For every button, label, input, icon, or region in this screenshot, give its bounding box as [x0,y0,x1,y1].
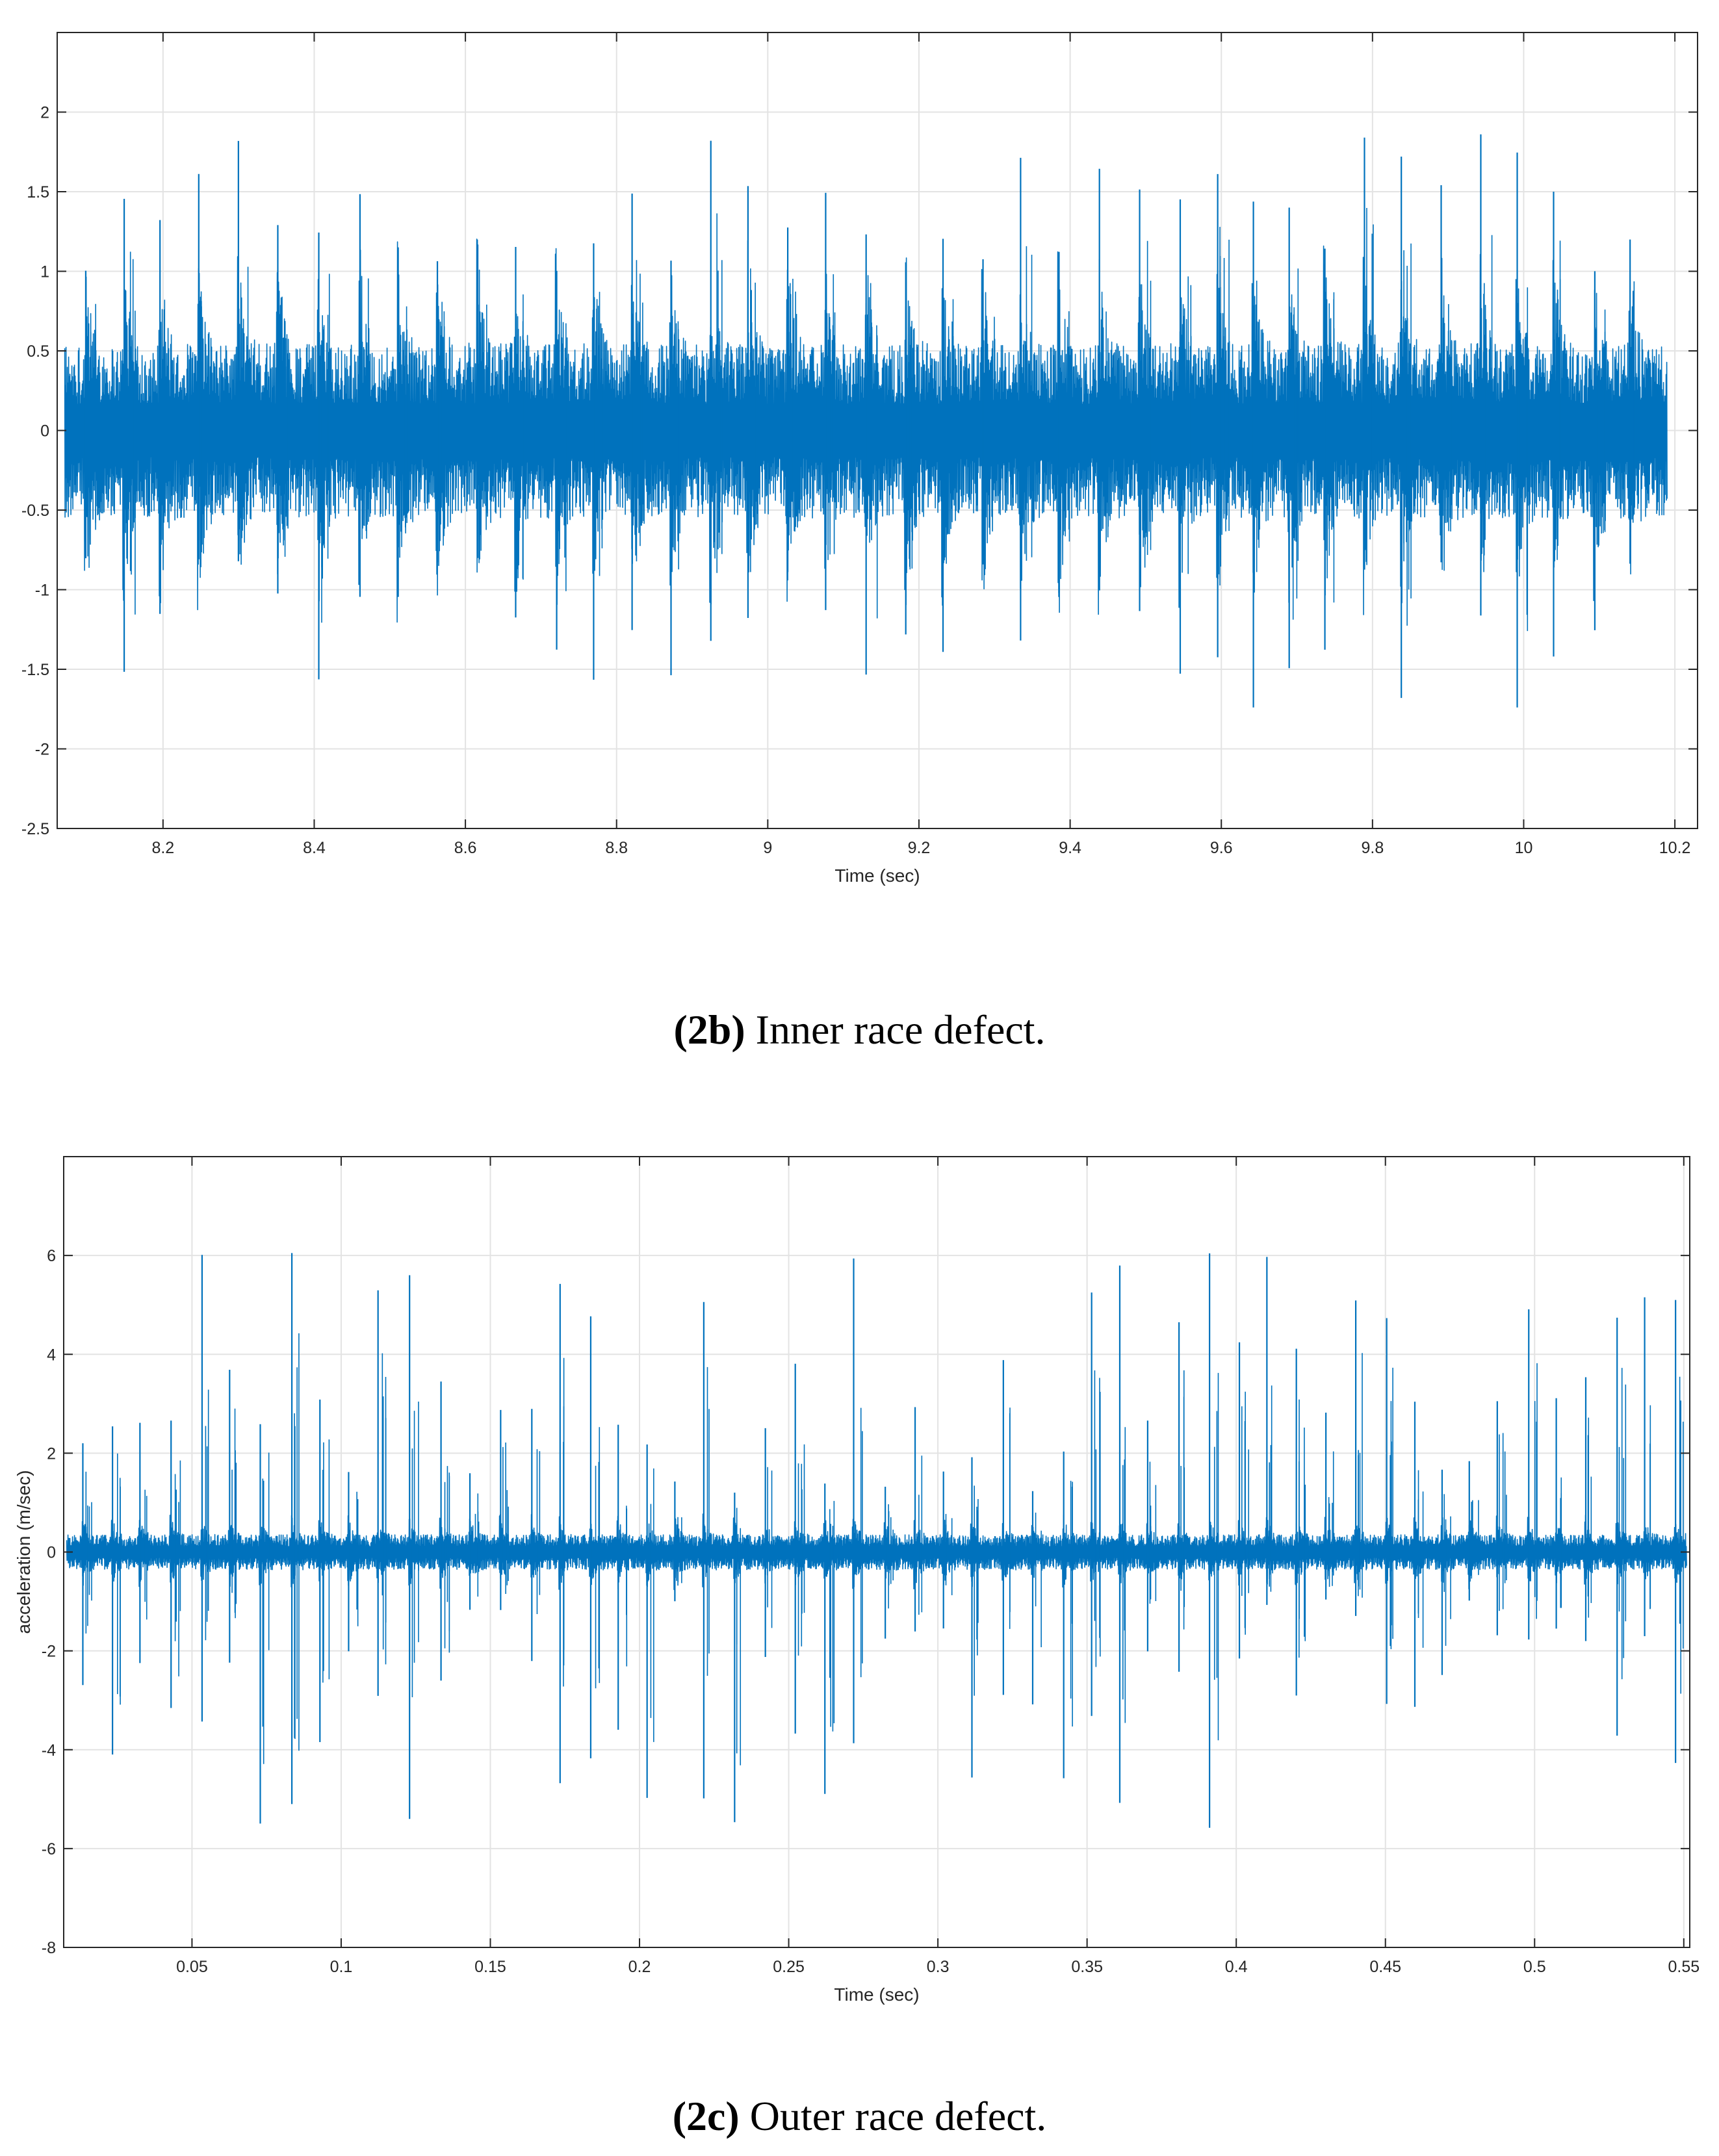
y-tick-label: -8 [42,1939,56,1957]
impulse-spikes [82,1253,1684,1828]
x-tick-label: 0.5 [1523,1958,1546,1976]
x-tick-label: 10.2 [1659,839,1691,857]
chart-inner-race: 8.2 8.4 8.6 8.8 9 9.2 9.4 9.6 9.8 10 10.2 -2.5 -2 -1.… [0,0,1719,897]
x-axis-label: Time (sec) [834,1984,919,2005]
y-tick-label: -2 [35,741,49,759]
y-tick-label: 0 [47,1544,56,1562]
x-tick-label: 9.4 [1059,839,1081,857]
y-tick-label: 2 [47,1444,56,1463]
x-tick-label: 0.1 [330,1958,353,1976]
chart-outer-race-svg: 0.05 0.1 0.15 0.2 0.25 0.3 0.35 0.4 0.45 0.5 0.55 -… [14,1156,1700,2005]
y-tick-label: 2 [40,104,49,122]
x-tick-label: 10 [1515,839,1533,857]
y-tick-label: -2.5 [21,820,49,838]
caption-inner-race: (2b) Inner race defect. [0,1006,1719,1054]
x-tick-label: 0.15 [474,1958,506,1976]
y-tick-label: -4 [42,1741,56,1760]
x-tick-label: 9.8 [1361,839,1384,857]
signal-trace [66,1513,1687,1591]
caption-text: Inner race defect. [745,1007,1046,1053]
y-tick-label: -2 [42,1643,56,1661]
y-tick-label: 1.5 [27,183,49,201]
y-tick-label: -1.5 [21,661,49,679]
caption-tag: (2c) [672,2093,740,2139]
chart-outer-race: 0.05 0.1 0.15 0.2 0.25 0.3 0.35 0.4 0.45 0.5 0.55 -… [0,1118,1719,2060]
y-tick-label: 4 [47,1346,56,1364]
x-tick-label: 8.2 [151,839,174,857]
x-tick-label: 0.2 [628,1958,651,1976]
x-tick-label: 0.25 [773,1958,805,1976]
y-tick-label: -0.5 [21,502,49,520]
caption-text: Outer race defect. [739,2093,1047,2139]
caption-outer-race: (2c) Outer race defect. [0,2092,1719,2140]
y-tick-label: 0 [40,422,49,441]
y-axis-label: acceleration (m/sec) [14,1470,34,1634]
x-axis-label: Time (sec) [834,866,920,886]
x-tick-label: 0.55 [1668,1958,1700,1976]
impulse-spikes [84,134,1635,708]
x-tick-label: 8.4 [303,839,326,857]
x-tick-label: 0.4 [1225,1958,1248,1976]
chart-inner-race-svg: 8.2 8.4 8.6 8.8 9 9.2 9.4 9.6 9.8 10 10.2-2.5-2-1.… [21,32,1698,886]
x-tick-label: 0.45 [1369,1958,1401,1976]
x-tick-label: 8.8 [605,839,628,857]
x-tick-label: 0.05 [176,1958,208,1976]
y-tick-label: -6 [42,1840,56,1858]
y-tick-label: 6 [47,1247,56,1265]
x-tick-label: 0.35 [1071,1958,1103,1976]
y-tick-label: 0.5 [27,342,49,361]
x-tick-label: 9.6 [1210,839,1233,857]
x-tick-label: 8.6 [454,839,477,857]
y-tick-label: 1 [40,263,49,281]
x-tick-label: 0.3 [927,1958,950,1976]
x-tick-label: 9.2 [908,839,931,857]
y-tick-label: -1 [35,582,49,600]
caption-tag: (2b) [673,1007,745,1053]
x-tick-label: 9 [763,839,772,857]
